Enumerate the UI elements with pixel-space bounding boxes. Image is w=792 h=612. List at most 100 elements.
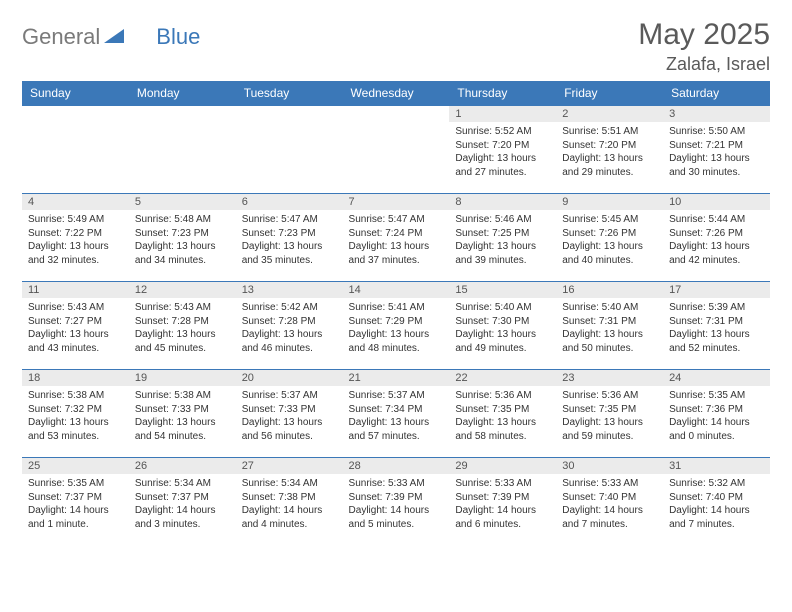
day-details: Sunrise: 5:44 AMSunset: 7:26 PMDaylight:… [663,210,770,271]
calendar-day-cell [22,106,129,194]
day-number: 5 [129,194,236,210]
weekday-header: Tuesday [236,81,343,106]
day-number: 24 [663,370,770,386]
calendar-day-cell: 13Sunrise: 5:42 AMSunset: 7:28 PMDayligh… [236,282,343,370]
day-number: 12 [129,282,236,298]
day-number: 11 [22,282,129,298]
calendar-day-cell: 19Sunrise: 5:38 AMSunset: 7:33 PMDayligh… [129,370,236,458]
month-title: May 2025 [638,18,770,52]
day-details: Sunrise: 5:40 AMSunset: 7:31 PMDaylight:… [556,298,663,359]
weekday-header: Sunday [22,81,129,106]
calendar-week-row: 18Sunrise: 5:38 AMSunset: 7:32 PMDayligh… [22,370,770,458]
day-details: Sunrise: 5:43 AMSunset: 7:28 PMDaylight:… [129,298,236,359]
day-number: 18 [22,370,129,386]
calendar-day-cell: 9Sunrise: 5:45 AMSunset: 7:26 PMDaylight… [556,194,663,282]
day-number: 16 [556,282,663,298]
day-number: 31 [663,458,770,474]
day-details: Sunrise: 5:47 AMSunset: 7:23 PMDaylight:… [236,210,343,271]
day-number: 21 [343,370,450,386]
calendar-day-cell: 7Sunrise: 5:47 AMSunset: 7:24 PMDaylight… [343,194,450,282]
calendar-table: SundayMondayTuesdayWednesdayThursdayFrid… [22,81,770,546]
calendar-day-cell: 4Sunrise: 5:49 AMSunset: 7:22 PMDaylight… [22,194,129,282]
day-details: Sunrise: 5:34 AMSunset: 7:37 PMDaylight:… [129,474,236,535]
day-number: 20 [236,370,343,386]
day-number: 9 [556,194,663,210]
weekday-header: Wednesday [343,81,450,106]
brand-logo: General Blue [22,18,200,50]
brand-text-2: Blue [156,24,200,50]
calendar-day-cell: 6Sunrise: 5:47 AMSunset: 7:23 PMDaylight… [236,194,343,282]
calendar-day-cell: 3Sunrise: 5:50 AMSunset: 7:21 PMDaylight… [663,106,770,194]
day-details: Sunrise: 5:49 AMSunset: 7:22 PMDaylight:… [22,210,129,271]
day-details: Sunrise: 5:52 AMSunset: 7:20 PMDaylight:… [449,122,556,183]
calendar-day-cell: 20Sunrise: 5:37 AMSunset: 7:33 PMDayligh… [236,370,343,458]
calendar-day-cell [343,106,450,194]
day-details: Sunrise: 5:38 AMSunset: 7:33 PMDaylight:… [129,386,236,447]
day-number: 28 [343,458,450,474]
day-details: Sunrise: 5:36 AMSunset: 7:35 PMDaylight:… [449,386,556,447]
day-details: Sunrise: 5:32 AMSunset: 7:40 PMDaylight:… [663,474,770,535]
calendar-day-cell: 30Sunrise: 5:33 AMSunset: 7:40 PMDayligh… [556,458,663,546]
day-number: 1 [449,106,556,122]
title-block: May 2025 Zalafa, Israel [638,18,770,75]
calendar-body: 1Sunrise: 5:52 AMSunset: 7:20 PMDaylight… [22,106,770,546]
weekday-header: Saturday [663,81,770,106]
location: Zalafa, Israel [638,54,770,75]
day-number: 27 [236,458,343,474]
calendar-day-cell: 2Sunrise: 5:51 AMSunset: 7:20 PMDaylight… [556,106,663,194]
brand-text-1: General [22,24,100,50]
calendar-day-cell: 14Sunrise: 5:41 AMSunset: 7:29 PMDayligh… [343,282,450,370]
day-number [236,106,343,110]
calendar-day-cell: 1Sunrise: 5:52 AMSunset: 7:20 PMDaylight… [449,106,556,194]
day-details: Sunrise: 5:50 AMSunset: 7:21 PMDaylight:… [663,122,770,183]
header: General Blue May 2025 Zalafa, Israel [22,18,770,75]
calendar-day-cell: 22Sunrise: 5:36 AMSunset: 7:35 PMDayligh… [449,370,556,458]
day-number: 23 [556,370,663,386]
calendar-week-row: 11Sunrise: 5:43 AMSunset: 7:27 PMDayligh… [22,282,770,370]
calendar-day-cell: 26Sunrise: 5:34 AMSunset: 7:37 PMDayligh… [129,458,236,546]
calendar-day-cell: 16Sunrise: 5:40 AMSunset: 7:31 PMDayligh… [556,282,663,370]
day-number [129,106,236,110]
day-details: Sunrise: 5:37 AMSunset: 7:33 PMDaylight:… [236,386,343,447]
day-number: 6 [236,194,343,210]
day-number: 14 [343,282,450,298]
day-number [22,106,129,110]
day-details: Sunrise: 5:35 AMSunset: 7:37 PMDaylight:… [22,474,129,535]
day-number: 10 [663,194,770,210]
day-details: Sunrise: 5:48 AMSunset: 7:23 PMDaylight:… [129,210,236,271]
day-number: 30 [556,458,663,474]
calendar-day-cell [236,106,343,194]
calendar-day-cell: 28Sunrise: 5:33 AMSunset: 7:39 PMDayligh… [343,458,450,546]
day-number [343,106,450,110]
day-number: 19 [129,370,236,386]
day-details: Sunrise: 5:42 AMSunset: 7:28 PMDaylight:… [236,298,343,359]
calendar-week-row: 25Sunrise: 5:35 AMSunset: 7:37 PMDayligh… [22,458,770,546]
day-number: 29 [449,458,556,474]
calendar-day-cell: 29Sunrise: 5:33 AMSunset: 7:39 PMDayligh… [449,458,556,546]
calendar-day-cell: 5Sunrise: 5:48 AMSunset: 7:23 PMDaylight… [129,194,236,282]
day-details: Sunrise: 5:39 AMSunset: 7:31 PMDaylight:… [663,298,770,359]
calendar-day-cell: 8Sunrise: 5:46 AMSunset: 7:25 PMDaylight… [449,194,556,282]
day-number: 25 [22,458,129,474]
weekday-header-row: SundayMondayTuesdayWednesdayThursdayFrid… [22,81,770,106]
day-details: Sunrise: 5:38 AMSunset: 7:32 PMDaylight:… [22,386,129,447]
calendar-day-cell: 27Sunrise: 5:34 AMSunset: 7:38 PMDayligh… [236,458,343,546]
day-details: Sunrise: 5:43 AMSunset: 7:27 PMDaylight:… [22,298,129,359]
calendar-day-cell: 25Sunrise: 5:35 AMSunset: 7:37 PMDayligh… [22,458,129,546]
day-number: 4 [22,194,129,210]
calendar-day-cell: 17Sunrise: 5:39 AMSunset: 7:31 PMDayligh… [663,282,770,370]
day-details: Sunrise: 5:41 AMSunset: 7:29 PMDaylight:… [343,298,450,359]
calendar-week-row: 4Sunrise: 5:49 AMSunset: 7:22 PMDaylight… [22,194,770,282]
calendar-day-cell: 12Sunrise: 5:43 AMSunset: 7:28 PMDayligh… [129,282,236,370]
calendar-day-cell: 10Sunrise: 5:44 AMSunset: 7:26 PMDayligh… [663,194,770,282]
day-details: Sunrise: 5:47 AMSunset: 7:24 PMDaylight:… [343,210,450,271]
weekday-header: Friday [556,81,663,106]
calendar-day-cell: 15Sunrise: 5:40 AMSunset: 7:30 PMDayligh… [449,282,556,370]
day-number: 22 [449,370,556,386]
calendar-day-cell: 11Sunrise: 5:43 AMSunset: 7:27 PMDayligh… [22,282,129,370]
day-details: Sunrise: 5:35 AMSunset: 7:36 PMDaylight:… [663,386,770,447]
calendar-day-cell [129,106,236,194]
calendar-week-row: 1Sunrise: 5:52 AMSunset: 7:20 PMDaylight… [22,106,770,194]
calendar-day-cell: 18Sunrise: 5:38 AMSunset: 7:32 PMDayligh… [22,370,129,458]
day-number: 7 [343,194,450,210]
